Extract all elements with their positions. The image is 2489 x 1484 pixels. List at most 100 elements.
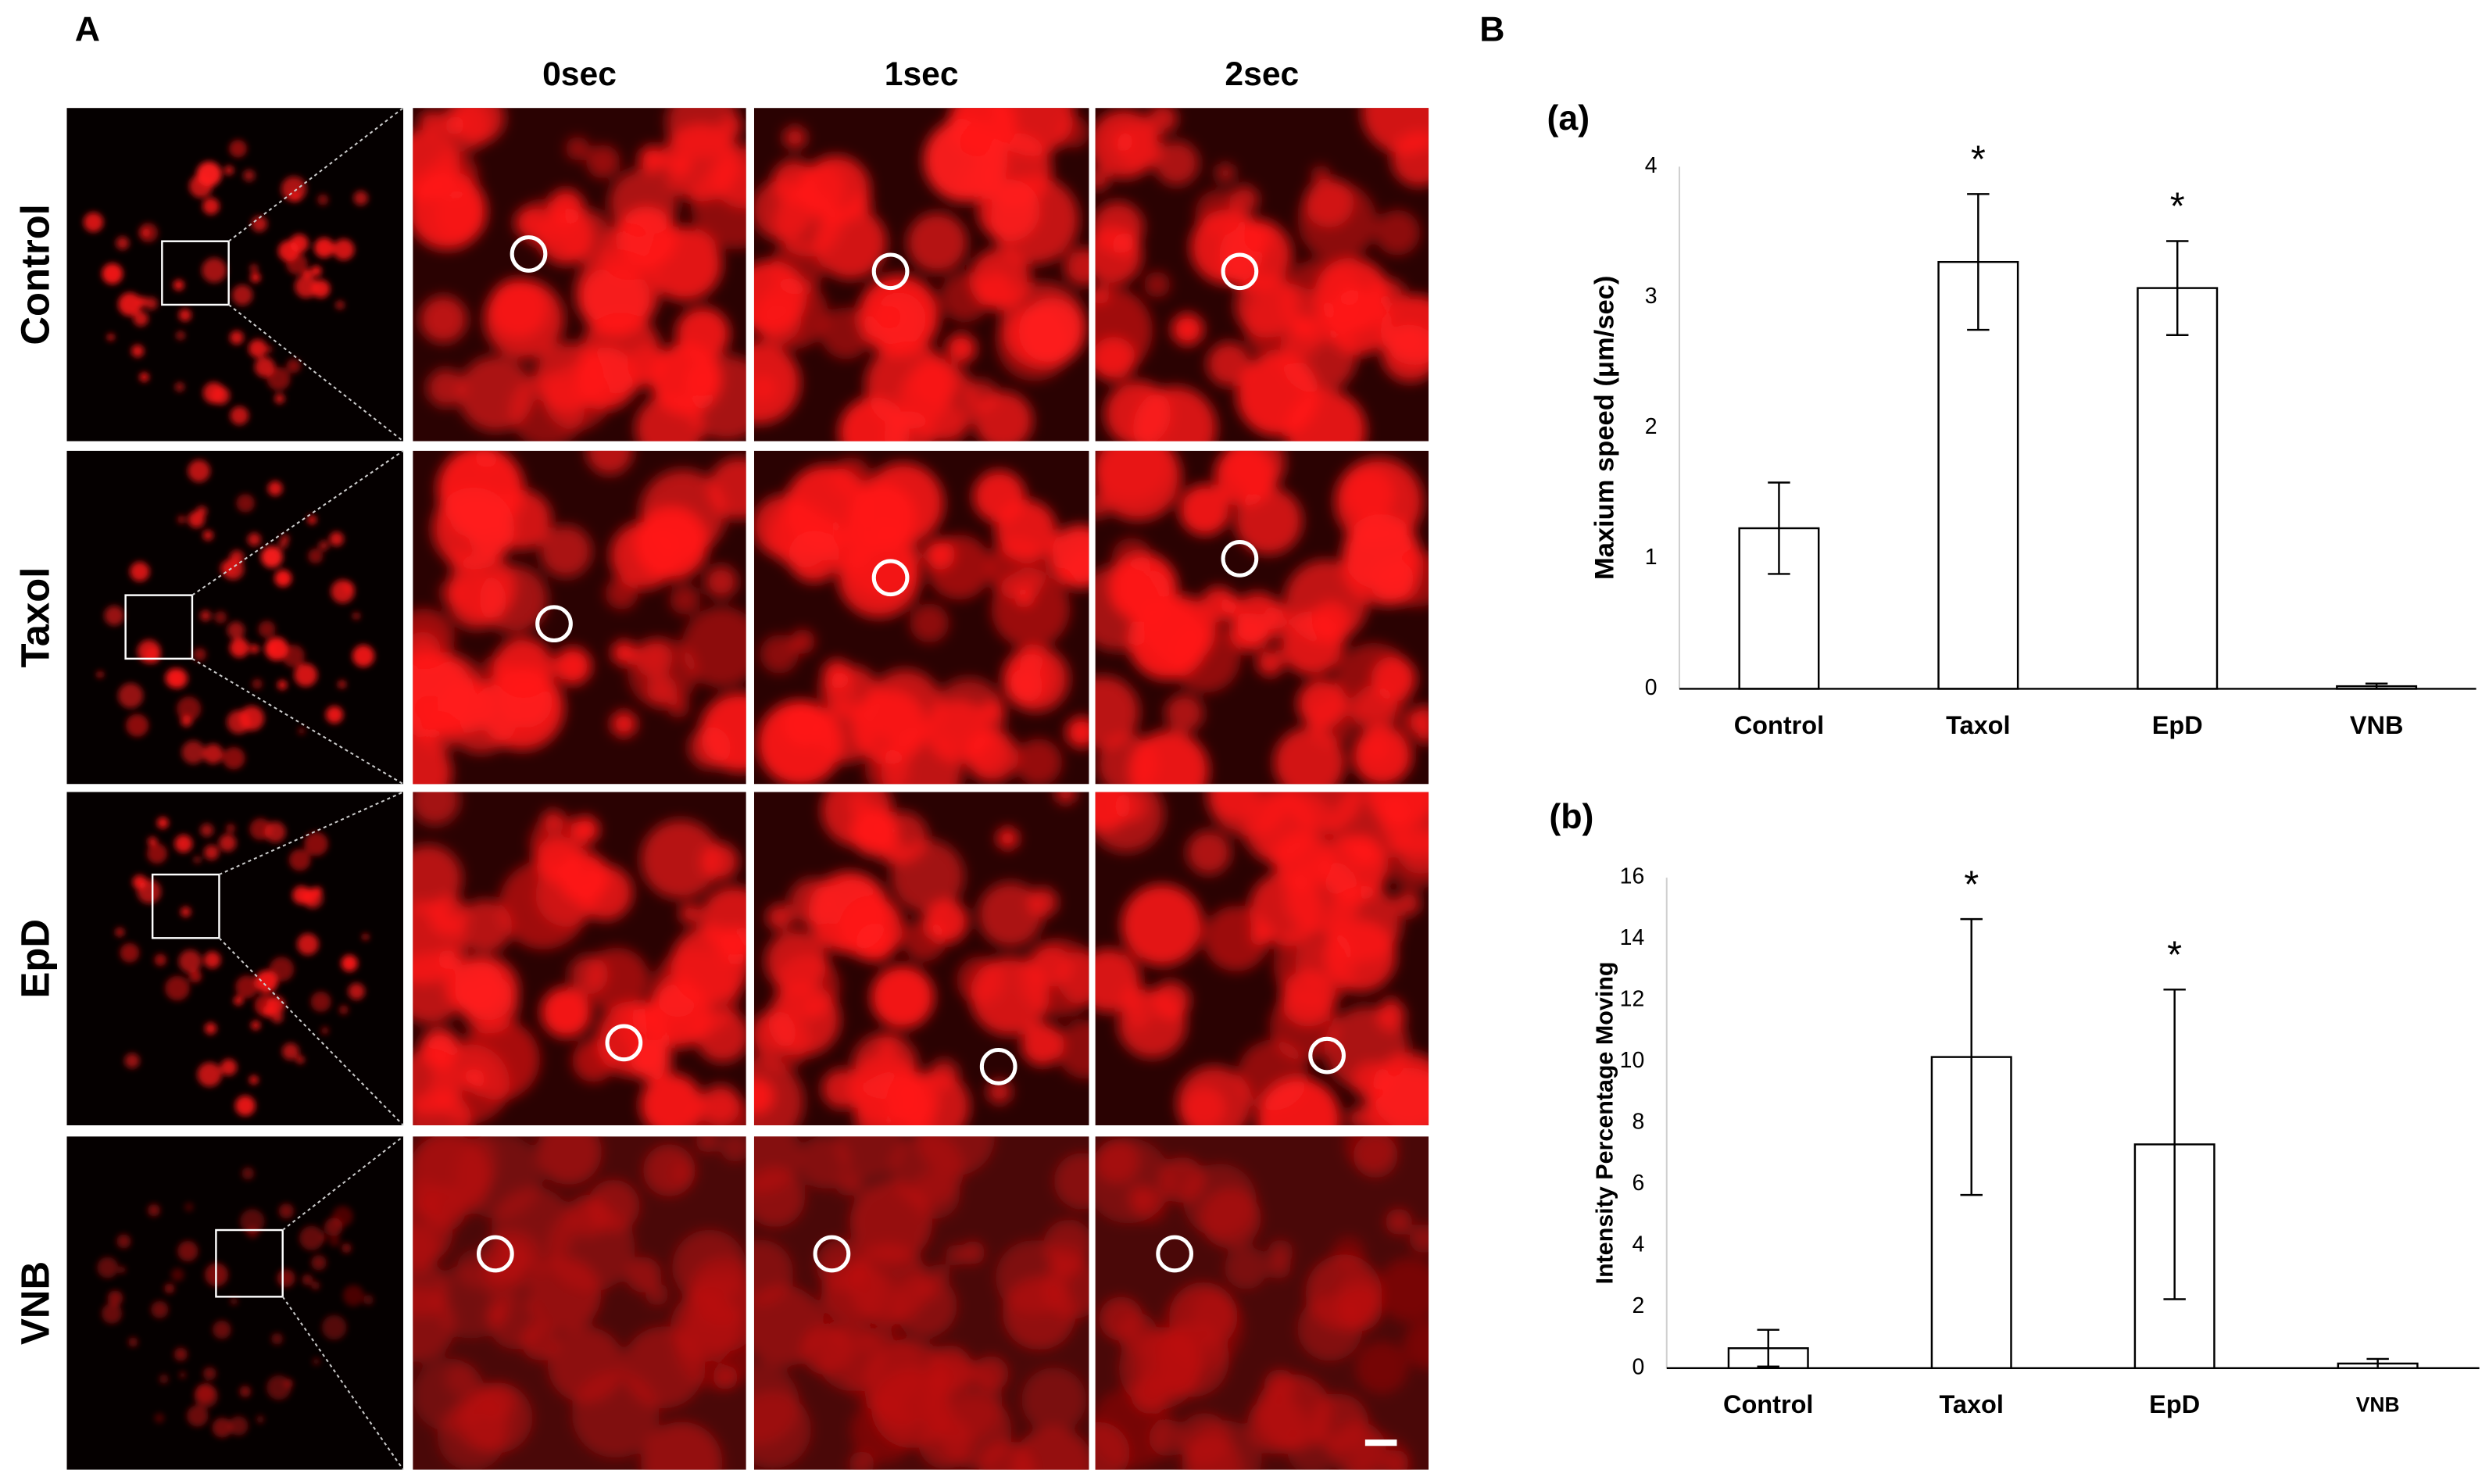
blob [235,975,259,999]
blobs [1095,108,1429,442]
blob [1379,996,1403,1019]
blob [890,839,964,914]
blob [1021,1367,1087,1432]
blob [329,531,344,546]
blob [818,1267,903,1351]
blob [250,272,261,283]
blob [195,1383,215,1404]
blob [258,620,276,638]
blob [249,644,259,654]
blob [202,530,213,541]
blob [181,906,191,917]
blob [1185,1420,1262,1470]
blob [605,577,638,610]
blob [202,198,220,215]
blob [1298,181,1377,261]
blob [940,272,990,322]
blob [115,928,124,937]
zoom-line [282,1135,404,1231]
blob [413,608,455,670]
blob [176,331,185,340]
blob [413,170,487,250]
significance-mark: * [1971,139,1986,181]
blob [260,545,283,568]
blob [266,367,291,391]
blob [328,1235,341,1247]
blob [229,139,247,158]
blob [188,511,205,528]
panel-label: A [75,10,100,48]
blob [1118,989,1187,1058]
blob [1409,1224,1429,1253]
blob [837,534,921,618]
blob [249,339,267,358]
blob [427,369,466,407]
blob [1057,1019,1089,1079]
blob [310,265,322,277]
blob [342,1243,352,1253]
blob [173,279,184,291]
blob [234,1095,256,1117]
chart-title: (a) [1547,99,1590,138]
blob [877,1035,899,1057]
blob [120,942,140,963]
tracking-circle [605,1024,643,1062]
blob [1394,890,1421,917]
blob [1186,830,1232,875]
blob [97,671,104,678]
blob [325,706,344,724]
blob [413,1136,492,1220]
blob [1346,1106,1373,1125]
x-tick-label: Taxol [1939,1390,2003,1418]
tracking-circle [510,235,548,273]
blob [177,515,186,524]
blob [804,999,824,1018]
blob [133,311,148,327]
blob [252,678,263,689]
image-cell [1095,450,1429,785]
blob [1169,1282,1238,1350]
blob [342,1285,364,1307]
blob [553,647,592,685]
blob [899,361,978,441]
blob [202,1367,216,1381]
blob [1053,1153,1089,1210]
blobs [83,139,369,425]
scale-bar [1364,1439,1397,1446]
blob [413,1286,456,1363]
blob [286,359,301,374]
blob [289,234,309,253]
blob [1247,1395,1307,1454]
blob [318,540,329,551]
blob [331,579,355,603]
blob [790,629,815,654]
blob [137,879,162,904]
blob [413,792,460,825]
blobs [753,1136,1089,1470]
blob [228,1416,249,1436]
blob [1215,163,1236,184]
blob [116,236,130,250]
blob [363,1294,374,1305]
blob [1377,1257,1429,1323]
blob [770,240,824,295]
blob [801,155,871,224]
blob [1234,487,1303,555]
blob [1400,710,1422,734]
blob [335,300,345,310]
tracking-circle [979,1047,1017,1085]
blob [202,381,225,404]
blob [1237,1039,1308,1110]
blob [321,1314,347,1340]
blob [1014,738,1063,785]
blob [753,1010,811,1071]
blob [302,1274,313,1286]
significance-mark: * [2167,935,2182,977]
blob [1111,538,1152,578]
blob [1386,831,1429,890]
blob [753,295,802,345]
blob [878,306,901,329]
blob [131,345,145,358]
blob [203,951,221,969]
blob [681,606,746,688]
